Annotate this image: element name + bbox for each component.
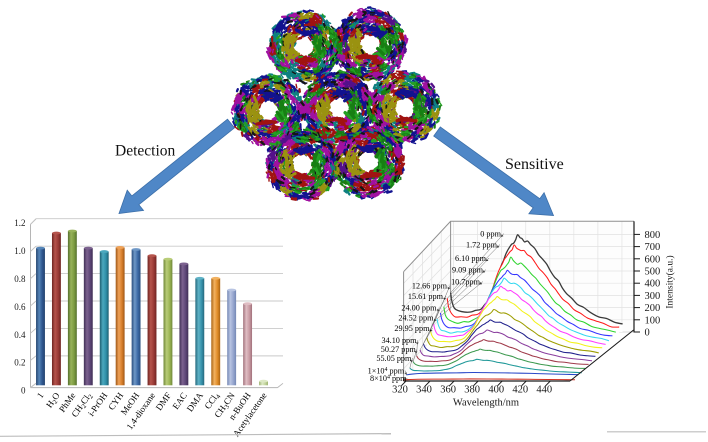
svg-text:15.61 ppm.: 15.61 ppm. — [408, 292, 445, 301]
svg-text:360: 360 — [440, 385, 456, 396]
svg-text:0.8: 0.8 — [14, 274, 26, 284]
svg-text:320: 320 — [392, 385, 408, 396]
svg-text:Wavelength/nm: Wavelength/nm — [453, 398, 519, 409]
svg-text:800: 800 — [645, 230, 661, 241]
svg-text:1.0: 1.0 — [14, 246, 26, 256]
svg-text:10.7ppm.: 10.7ppm. — [451, 278, 482, 287]
svg-text:420: 420 — [512, 385, 528, 396]
svg-text:Intensity(a.u.): Intensity(a.u.) — [665, 255, 676, 308]
svg-text:50.27 ppm: 50.27 ppm — [381, 345, 417, 354]
svg-text:1.72 ppm.: 1.72 ppm. — [466, 241, 499, 250]
svg-text:24.52 ppm.: 24.52 ppm. — [398, 314, 435, 323]
svg-text:0: 0 — [21, 386, 26, 396]
svg-text:55.05 ppm: 55.05 ppm — [376, 354, 412, 363]
svg-text:340: 340 — [416, 385, 432, 396]
svg-text:1.2: 1.2 — [14, 218, 25, 228]
svg-text:200: 200 — [645, 303, 661, 314]
svg-text:500: 500 — [645, 267, 661, 278]
svg-text:8×104 ppm: 8×104 ppm — [370, 374, 407, 383]
svg-text:6.10 ppm.: 6.10 ppm. — [455, 254, 488, 263]
svg-text:Sensitive: Sensitive — [505, 156, 564, 173]
svg-text:0 ppm.: 0 ppm. — [480, 230, 503, 239]
svg-text:0.2: 0.2 — [14, 358, 25, 368]
svg-text:9.09 ppm.: 9.09 ppm. — [452, 266, 485, 275]
svg-text:400: 400 — [645, 279, 661, 290]
svg-text:12.66 ppm.: 12.66 ppm. — [412, 282, 449, 291]
svg-text:380: 380 — [464, 385, 480, 396]
svg-text:1×104 ppm: 1×104 ppm — [368, 367, 405, 376]
svg-text:1: 1 — [35, 391, 46, 400]
svg-text:H2​O: H2​O — [44, 390, 63, 411]
svg-text:700: 700 — [645, 242, 661, 253]
svg-text:29.95 ppm.: 29.95 ppm. — [394, 324, 431, 333]
svg-text:0.4: 0.4 — [14, 330, 26, 340]
svg-text:Detection: Detection — [115, 143, 176, 160]
svg-text:24.00 ppm.: 24.00 ppm. — [401, 304, 438, 313]
svg-text:34.10 ppm: 34.10 ppm — [381, 336, 417, 345]
svg-text:0: 0 — [645, 328, 650, 339]
svg-text:440: 440 — [536, 385, 552, 396]
svg-text:100: 100 — [645, 315, 661, 326]
svg-text:600: 600 — [645, 254, 661, 265]
svg-text:400: 400 — [488, 385, 504, 396]
svg-text:0.6: 0.6 — [14, 302, 26, 312]
svg-text:300: 300 — [645, 291, 661, 302]
